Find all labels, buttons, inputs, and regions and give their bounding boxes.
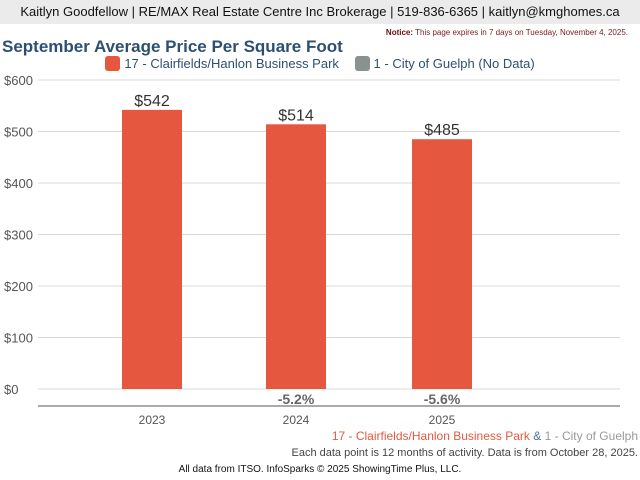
y-tick-label: $600 — [4, 73, 33, 88]
legend-item-area[interactable]: 17 - Clairfields/Hanlon Business Park — [105, 56, 339, 71]
bar-2025 — [412, 139, 472, 389]
notice-text: This page expires in 7 days on Tuesday, … — [413, 28, 628, 37]
legend-label-city: 1 - City of Guelph (No Data) — [373, 56, 535, 71]
chart-title: September Average Price Per Square Foot — [2, 37, 343, 56]
source-amp: & — [533, 429, 542, 443]
contact-header: Kaitlyn Goodfellow | RE/MAX Real Estate … — [0, 0, 640, 24]
change-label: -5.6% — [424, 391, 461, 407]
y-tick-label: $0 — [4, 382, 18, 397]
data-label: $542 — [134, 93, 170, 110]
y-tick-label: $300 — [4, 228, 33, 243]
credit: All data from ITSO. InfoSparks © 2025 Sh… — [178, 464, 462, 475]
legend-item-city[interactable]: 1 - City of Guelph (No Data) — [354, 56, 535, 71]
x-tick-label: 2023 — [139, 413, 166, 427]
y-tick-label: $100 — [4, 331, 33, 346]
source-area: 17 - Clairfields/Hanlon Business Park — [331, 429, 530, 443]
data-label: $485 — [424, 122, 460, 139]
bar-2023 — [122, 109, 182, 390]
chart-legend: 17 - Clairfields/Hanlon Business Park 1 … — [0, 56, 640, 74]
y-tick-label: $500 — [4, 125, 33, 140]
y-tick-label: $400 — [4, 176, 33, 191]
legend-swatch-city — [354, 56, 370, 71]
source-areas: 17 - Clairfields/Hanlon Business Park & … — [332, 429, 638, 443]
legend-swatch-area — [105, 56, 121, 71]
notice-label: Notice: — [385, 28, 414, 37]
data-label: $514 — [278, 107, 314, 124]
x-tick-label: 2024 — [283, 413, 310, 427]
source-city: 1 - City of Guelph — [544, 429, 638, 443]
x-tick-label: 2025 — [429, 413, 456, 427]
legend-label-area: 17 - Clairfields/Hanlon Business Park — [124, 56, 339, 71]
y-tick-label: $200 — [4, 279, 33, 294]
bar-2024 — [266, 124, 326, 389]
expiry-notice: Notice: This page expires in 7 days on T… — [386, 28, 628, 37]
data-note: Each data point is 12 months of activity… — [291, 447, 638, 459]
change-label: -5.2% — [278, 391, 315, 407]
